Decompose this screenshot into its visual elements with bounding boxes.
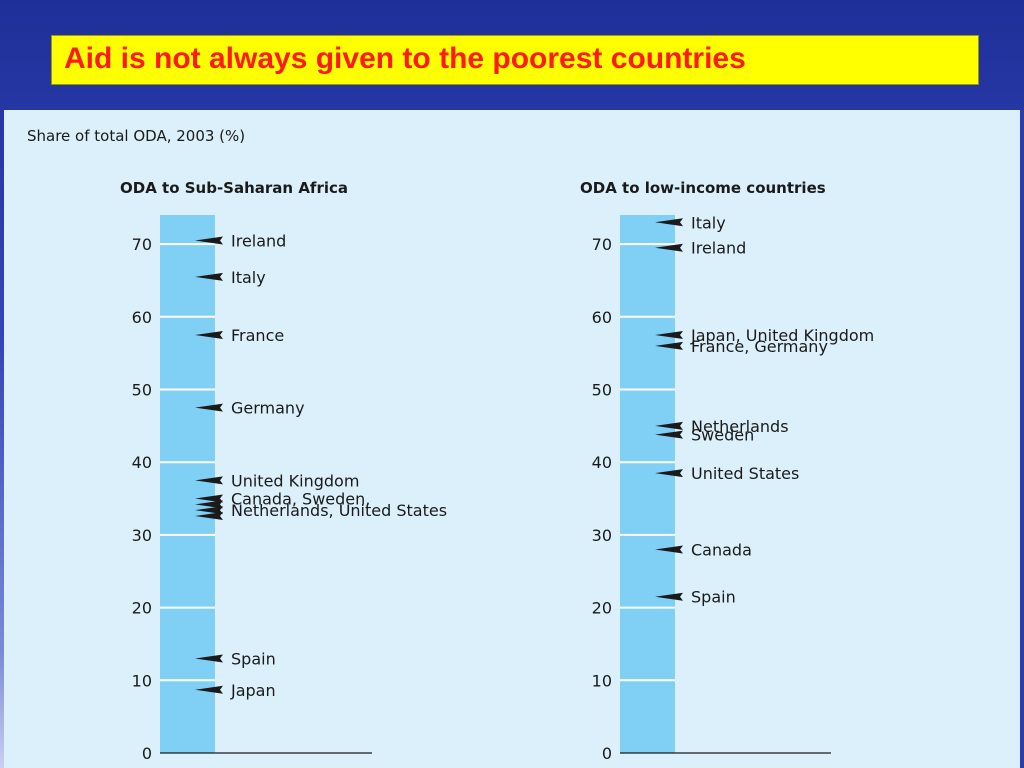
tick-label-60: 60 xyxy=(592,308,612,327)
content-edge xyxy=(1020,110,1024,768)
tick-label-0: 0 xyxy=(142,744,152,763)
country-label: Japan, United Kingdom xyxy=(690,326,874,345)
tick-label-70: 70 xyxy=(132,235,152,254)
bar-africa xyxy=(160,215,215,753)
country-label: Netherlands xyxy=(691,417,789,436)
panel-title-africa: ODA to Sub-Saharan Africa xyxy=(120,179,348,197)
tick-label-50: 50 xyxy=(592,381,612,400)
tick-label-40: 40 xyxy=(592,453,612,472)
marker-arrow-low-income-2 xyxy=(655,330,683,339)
tick-label-10: 10 xyxy=(132,671,152,690)
slide-title: Aid is not always given to the poorest c… xyxy=(64,42,746,75)
country-label: Spain xyxy=(691,588,736,607)
marker-arrow-africa-2 xyxy=(195,330,223,339)
tick-label-30: 30 xyxy=(592,526,612,545)
marker-arrow-low-income-0 xyxy=(655,218,683,227)
marker-arrow-low-income-8 xyxy=(655,592,683,601)
tick-label-20: 20 xyxy=(132,599,152,618)
panel-africa: 0 10 20 30 40 50 60 70 Ireland Italy France Germany… xyxy=(132,215,447,763)
tick-label-0: 0 xyxy=(602,744,612,763)
country-label: Spain xyxy=(231,649,276,668)
marker-arrow-africa-0 xyxy=(195,236,223,245)
country-label: Japan xyxy=(230,681,276,700)
marker-arrow-africa-8 xyxy=(195,511,223,520)
marker-arrow-low-income-4 xyxy=(655,421,683,430)
marker-arrow-africa-4 xyxy=(195,476,223,485)
country-label: Ireland xyxy=(231,231,286,250)
slide-header: Aid is not always given to the poorest c… xyxy=(0,0,1024,110)
country-label: Canada, Sweden, xyxy=(231,490,370,509)
marker-arrow-africa-1 xyxy=(195,272,223,281)
tick-label-50: 50 xyxy=(132,381,152,400)
country-label: United States xyxy=(691,464,799,483)
tick-label-30: 30 xyxy=(132,526,152,545)
bar-low-income xyxy=(620,215,675,753)
tick-label-40: 40 xyxy=(132,453,152,472)
marker-arrow-africa-9 xyxy=(195,654,223,663)
marker-arrow-low-income-5 xyxy=(655,430,683,439)
country-label: Ireland xyxy=(691,239,746,258)
marker-arrow-low-income-6 xyxy=(655,469,683,478)
marker-arrow-low-income-1 xyxy=(655,243,683,252)
marker-arrow-africa-3 xyxy=(195,403,223,412)
country-label: Sweden xyxy=(691,426,754,445)
marker-arrow-low-income-7 xyxy=(655,545,683,554)
panel-title-low-income: ODA to low-income countries xyxy=(580,179,826,197)
title-box: Aid is not always given to the poorest c… xyxy=(51,35,979,85)
tick-label-20: 20 xyxy=(592,599,612,618)
country-label: Netherlands, United States xyxy=(231,501,447,520)
tick-label-70: 70 xyxy=(592,235,612,254)
chart-subtitle: Share of total ODA, 2003 (%) xyxy=(27,127,245,145)
country-label: Germany xyxy=(231,399,305,418)
marker-arrow-low-income-3 xyxy=(655,341,683,350)
tick-label-10: 10 xyxy=(592,671,612,690)
marker-arrow-africa-7 xyxy=(195,506,223,515)
tick-label-60: 60 xyxy=(132,308,152,327)
country-label: Canada xyxy=(691,540,752,559)
country-label: Italy xyxy=(231,268,266,287)
panel-low-income: 0 10 20 30 40 50 60 70 Italy Ireland Japan, United… xyxy=(592,213,875,763)
marker-arrow-africa-5 xyxy=(195,494,223,503)
marker-arrow-africa-10 xyxy=(195,685,223,694)
country-label: France, Germany xyxy=(691,337,828,356)
country-label: Italy xyxy=(691,213,726,232)
country-label: United Kingdom xyxy=(231,471,359,490)
marker-arrow-africa-6 xyxy=(195,500,223,509)
country-label: France xyxy=(231,326,284,345)
